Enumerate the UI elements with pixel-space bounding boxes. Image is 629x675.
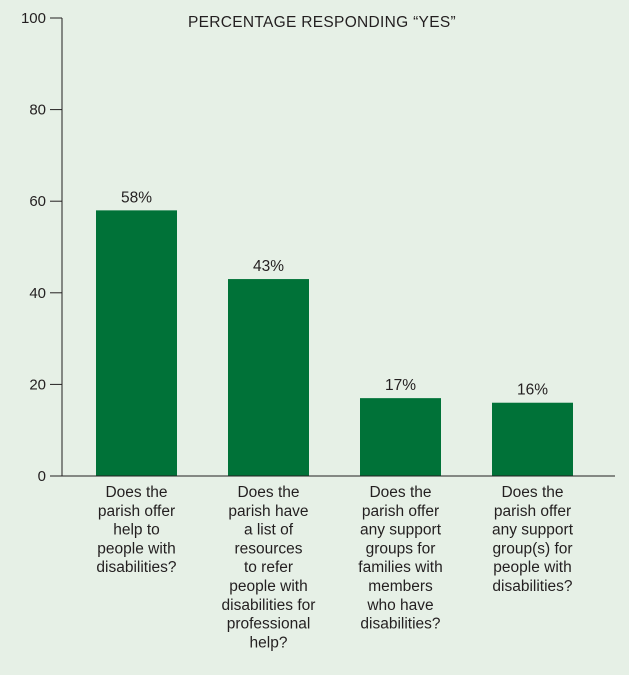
y-tick-label: 60 [29, 193, 46, 210]
category-labels: Does the parish offer help to people with di… [96, 484, 573, 651]
category-label: Does the parish offer help to people with di… [96, 484, 177, 576]
category-label-line: help? [250, 634, 288, 651]
category-label-line: help to [113, 522, 160, 539]
category-label: Does the parish offer any support groups fo… [358, 484, 442, 633]
data-label: 43% [253, 258, 284, 275]
category-label-line: members [368, 578, 433, 595]
category-label-line: disabilities for [222, 597, 316, 614]
category-label-line: people with [493, 559, 571, 576]
category-label-line: disabilities? [96, 559, 177, 576]
category-label-line: Does the [237, 484, 299, 501]
category-label-line: to refer [244, 559, 293, 576]
category-label-line: any support [492, 522, 574, 539]
category-label: Does the parish offer any support group(s) … [492, 484, 574, 595]
data-labels: 58% 43% 17% 16% [121, 189, 548, 398]
category-label-line: families with [358, 559, 442, 576]
category-label-line: a list of [244, 522, 294, 539]
data-label: 58% [121, 189, 152, 206]
y-tick-label: 40 [29, 285, 46, 302]
bar [360, 398, 441, 476]
category-label-line: who have [366, 597, 433, 614]
data-label: 16% [517, 382, 548, 399]
category-label-line: groups for [366, 540, 436, 557]
data-label: 17% [385, 377, 416, 394]
category-label-line: Does the [501, 484, 563, 501]
category-label-line: Does the [369, 484, 431, 501]
bar [492, 402, 573, 476]
category-label-line: parish offer [494, 503, 571, 520]
y-tick-label: 0 [38, 468, 46, 485]
category-label-line: professional [227, 616, 311, 633]
category-label-line: disabilities? [360, 616, 441, 633]
bar [228, 279, 309, 476]
category-label-line: people with [229, 578, 307, 595]
chart-title: PERCENTAGE RESPONDING “YES” [188, 14, 456, 31]
y-tick-label: 100 [21, 10, 46, 27]
category-label-line: parish offer [98, 503, 175, 520]
category-label-line: parish have [228, 503, 308, 520]
y-tick-label: 80 [29, 102, 46, 119]
bar [96, 210, 177, 477]
category-label-line: Does the [105, 484, 167, 501]
category-label-line: disabilities? [492, 578, 573, 595]
bars [96, 210, 573, 477]
category-label-line: group(s) for [492, 540, 572, 557]
category-label-line: parish offer [362, 503, 439, 520]
category-label: Does the parish have a list of resources to … [222, 484, 316, 651]
category-label-line: resources [234, 540, 302, 557]
y-axis: 0 20 40 60 80 100 [21, 10, 63, 485]
y-tick-label: 20 [29, 376, 46, 393]
category-label-line: people with [97, 540, 175, 557]
category-label-line: any support [360, 522, 442, 539]
